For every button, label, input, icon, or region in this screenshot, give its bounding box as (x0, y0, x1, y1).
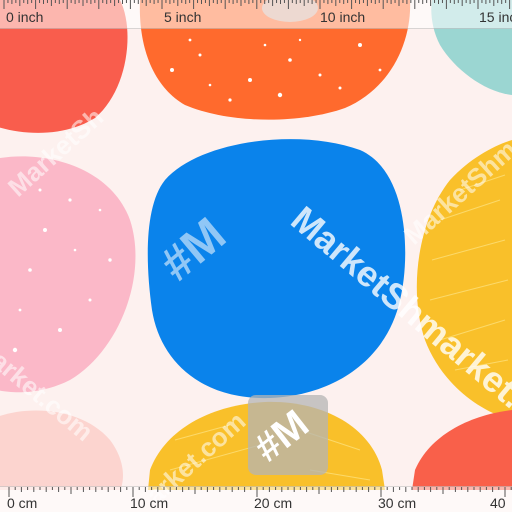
ruler-cm-label-0: 0 cm (7, 495, 38, 511)
ruler-inch-label-10: 10 inch (320, 9, 366, 25)
ruler-inch-label-0: 0 inch (6, 9, 44, 25)
blue-blob (147, 139, 406, 399)
red-blob (0, 0, 128, 133)
ruler-cm-ticks (8, 487, 512, 497)
pink-speckles (12, 188, 112, 353)
yellow-textured-blob (416, 140, 512, 420)
ruler-inch-label-5: 5 inch (164, 9, 202, 25)
coral-bottom-blob (412, 410, 512, 490)
orange-speckled-blob (139, 0, 411, 120)
yellow-texture (429, 174, 509, 371)
ruler-cm-label-20: 20 cm (254, 495, 293, 511)
watermark-logo-badge: #M (246, 395, 328, 475)
ruler-cm-label-40: 40 (490, 495, 506, 511)
ruler-cm-label-30: 30 cm (378, 495, 417, 511)
orange-speckles (170, 38, 382, 102)
peach-blob (0, 410, 123, 490)
ruler-cm-label-10: 10 cm (130, 495, 169, 511)
ruler-inches-ticks (3, 0, 511, 9)
watermark-logo-badge-text: #M (246, 401, 317, 471)
ruler-inches: 0 inch 5 inch 10 inch 15 inch (0, 0, 512, 29)
ruler-cm: 0 cm 10 cm 20 cm 30 cm 40 (0, 486, 512, 512)
ruler-inch-label-15: 15 inch (479, 9, 512, 25)
pink-speckled-blob (0, 156, 136, 393)
